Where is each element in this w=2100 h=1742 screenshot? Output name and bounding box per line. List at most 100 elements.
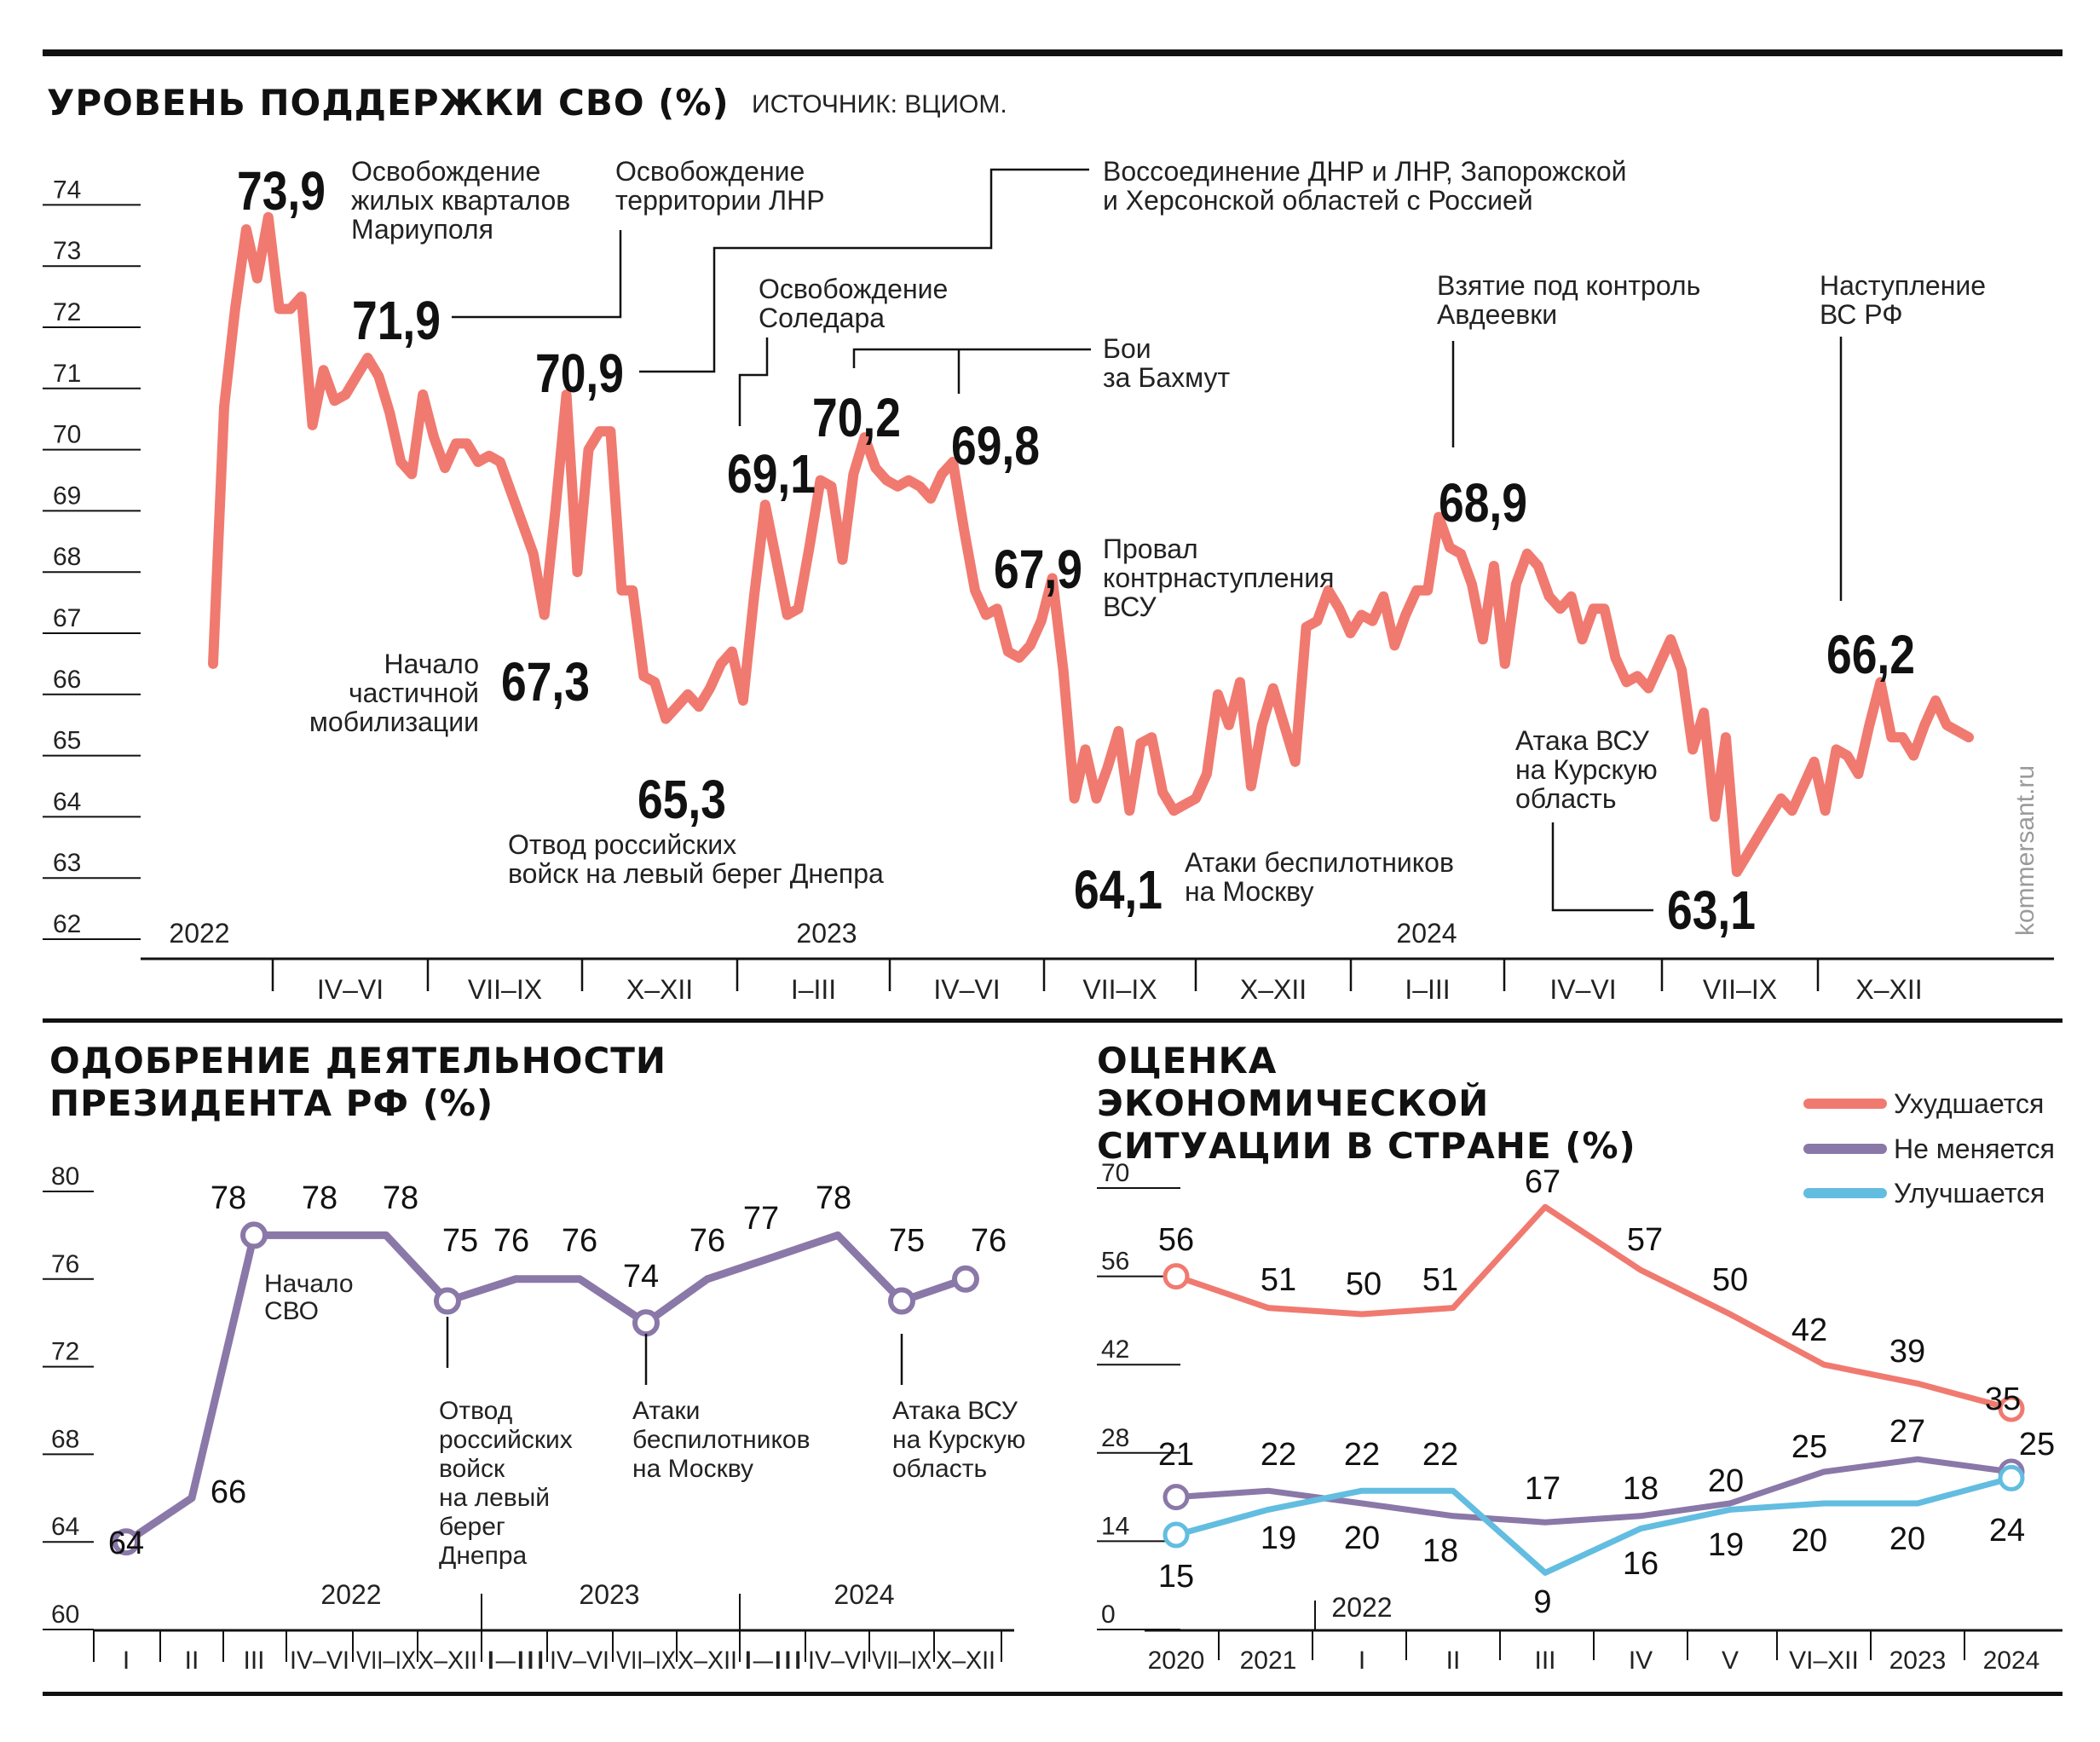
- annotation-text: войск на левый берег Днепра: [508, 858, 884, 889]
- support-title: УРОВЕНЬ ПОДДЕРЖКИ СВО (%): [47, 82, 730, 124]
- middle-rule: [43, 1018, 2062, 1023]
- better-series-line: [1173, 1474, 2015, 1576]
- annotation-text: Провал: [1103, 534, 1198, 564]
- y-tick-label: 60: [51, 1601, 79, 1629]
- economy-value-label: 19: [1708, 1527, 1744, 1563]
- annotation-text: частичной: [349, 678, 479, 708]
- x-year-label: 2022: [1331, 1592, 1392, 1623]
- y-tick-label: 28: [1101, 1424, 1129, 1452]
- annotation-text: мобилизации: [309, 707, 479, 737]
- economy-value-label: 22: [1422, 1437, 1458, 1473]
- approval-value-label: 76: [689, 1223, 725, 1259]
- economy-value-label: 50: [1346, 1266, 1382, 1302]
- economy-value-label: 16: [1623, 1546, 1659, 1582]
- economy-value-label: 24: [1989, 1513, 2025, 1549]
- x-quarter-label: VII–IX: [1082, 974, 1157, 1005]
- approval-value-label: 74: [623, 1259, 659, 1295]
- label-67-3: 67,3: [501, 651, 590, 712]
- x-period-label: IV–VI: [290, 1647, 349, 1675]
- economy-value-label: 51: [1261, 1262, 1296, 1298]
- x-period-label: 2023: [1889, 1647, 1947, 1675]
- label-70-9: 70,9: [535, 343, 624, 404]
- annotation-text: на Москву: [632, 1455, 753, 1483]
- y-tick-label: 73: [53, 237, 81, 265]
- x-quarter-label: I–III: [791, 974, 836, 1005]
- approval-value-label: 78: [383, 1180, 418, 1216]
- approval-value-label: 75: [442, 1223, 478, 1259]
- economy-value-label: 25: [2019, 1427, 2055, 1462]
- economy-value-label: 35: [1985, 1381, 2021, 1417]
- y-tick-label: 62: [53, 910, 81, 938]
- x-quarter-label: I–III: [1405, 974, 1450, 1005]
- label-68-9: 68,9: [1439, 472, 1527, 534]
- annotation-text: Начало: [384, 649, 480, 679]
- annotation-text: ВС РФ: [1820, 299, 1903, 330]
- y-tick-label: 65: [53, 727, 81, 755]
- annotation-text: область: [1515, 783, 1616, 814]
- peak-label-73-9: 73,9: [237, 160, 326, 222]
- approval-value-label: 76: [971, 1223, 1007, 1259]
- economy-value-label: 57: [1627, 1222, 1663, 1258]
- x-period-label: 2024: [1983, 1647, 2040, 1675]
- y-tick-label: 14: [1101, 1512, 1129, 1540]
- label-69-8: 69,8: [951, 415, 1040, 476]
- annotation-text: жилых кварталов: [351, 185, 570, 216]
- y-tick-label: 74: [53, 176, 81, 204]
- x-period-label: VII–IX: [356, 1647, 416, 1675]
- y-tick-label: 70: [53, 421, 81, 449]
- approval-value-label: 76: [493, 1223, 529, 1259]
- x-quarter-label: X–XII: [626, 974, 693, 1005]
- economy-value-label: 42: [1791, 1312, 1827, 1348]
- label-69-1: 69,1: [727, 443, 816, 505]
- x-period-label: I: [123, 1647, 130, 1675]
- x-year-label: 2023: [579, 1579, 639, 1610]
- bottom-rule: [43, 1692, 2062, 1696]
- label-66-2: 66,2: [1826, 624, 1915, 685]
- annotation-text: российских: [439, 1426, 573, 1454]
- economy-value-label: 17: [1525, 1471, 1561, 1507]
- approval-marker: [112, 1528, 140, 1556]
- economy-value-label: 19: [1261, 1520, 1296, 1556]
- approval-marker: [632, 1309, 660, 1337]
- source-note: ИСТОЧНИК: ВЦИОМ.: [752, 90, 1007, 118]
- approval-marker: [888, 1287, 915, 1315]
- label-65-3: 65,3: [638, 769, 726, 830]
- y-tick-label: 42: [1101, 1335, 1129, 1364]
- label-70-2: 70,2: [812, 387, 901, 448]
- economy-marker: [1998, 1464, 2025, 1491]
- y-tick-label: 72: [53, 298, 81, 326]
- economy-value-label: 15: [1158, 1559, 1194, 1595]
- annotation-text: и Херсонской областей с Россией: [1103, 185, 1533, 216]
- x-period-label: I–III: [743, 1647, 803, 1675]
- x-period-label: IV–VI: [550, 1647, 609, 1675]
- approval-value-label: 64: [108, 1526, 144, 1561]
- annotation-text: Отвод: [439, 1397, 512, 1425]
- approval-value-label: 78: [302, 1180, 338, 1216]
- support-series-line: [208, 211, 1974, 877]
- x-quarter-label: X–XII: [1240, 974, 1307, 1005]
- y-tick-label: 76: [51, 1250, 79, 1278]
- annotation-text: Наступление: [1820, 270, 1986, 301]
- y-tick-label: 64: [51, 1513, 79, 1541]
- economy-value-label: 18: [1422, 1533, 1458, 1569]
- annotation-text: за Бахмут: [1103, 362, 1231, 393]
- label-63-1: 63,1: [1667, 880, 1756, 941]
- x-period-label: VI–XII: [1789, 1647, 1859, 1675]
- x-period-label: X–XII: [418, 1647, 477, 1675]
- y-tick-label: 63: [53, 849, 81, 877]
- annotation-text: Бои: [1103, 333, 1151, 364]
- annotation-text: на Курскую: [892, 1426, 1025, 1454]
- y-tick-label: 68: [51, 1425, 79, 1453]
- same-series-line: [1173, 1456, 2015, 1526]
- annotation-text: Начало: [264, 1270, 354, 1298]
- x-period-label: II: [1446, 1647, 1461, 1675]
- annotation-text: Отвод российских: [508, 829, 736, 860]
- approval-value-label: 78: [816, 1180, 851, 1216]
- legend-label: Не меняется: [1894, 1133, 2055, 1164]
- annotation-text: на левый: [439, 1484, 550, 1512]
- economy-value-label: 20: [1889, 1521, 1925, 1557]
- x-period-label: 2021: [1240, 1647, 1297, 1675]
- y-tick-label: 72: [51, 1338, 79, 1366]
